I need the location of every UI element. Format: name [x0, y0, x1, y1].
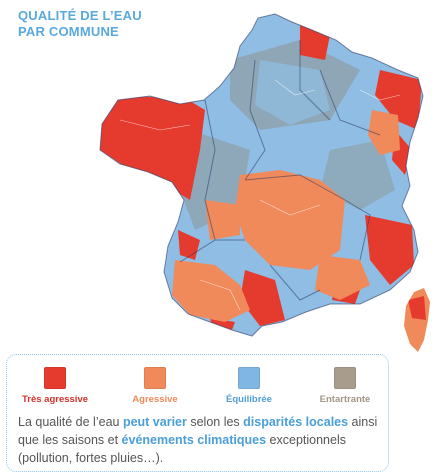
mainland-france: [100, 14, 423, 336]
legend-swatch-agressive: [144, 367, 166, 389]
france-water-quality-map: [99, 13, 430, 352]
caption-part-1: La qualité de l’eau: [18, 415, 123, 429]
legend: Très agressive Agressive Équilibrée Enta…: [7, 367, 390, 417]
caption-highlight-1: peut varier: [122, 415, 187, 429]
caption-part-3: ainsi que les saisons et: [18, 415, 378, 447]
caption-highlight-2: disparités locales: [243, 415, 349, 429]
legend-panel: Très agressive Agressive Équilibrée Enta…: [6, 354, 389, 472]
legend-item-entartrante: Entartrante: [299, 367, 391, 405]
legend-item-equilibree: Équilibrée: [203, 367, 295, 405]
legend-swatch-tres-agressive: [44, 367, 66, 389]
caption-text: La qualité de l’eau peut varier selon le…: [18, 413, 380, 467]
caption-part-4: exceptionnels (pollution, fortes pluies……: [18, 433, 346, 465]
legend-item-tres-agressive: Très agressive: [9, 367, 101, 405]
map-title-line-1: QUALITÉ DE L’EAU: [18, 8, 142, 23]
caption-part-2: selon les: [186, 415, 244, 429]
france-outline: [99, 13, 424, 337]
caption-highlight-3: événements climatiques: [121, 433, 267, 447]
legend-swatch-entartrante: [334, 367, 356, 389]
map-title: QUALITÉ DE L’EAU PAR COMMUNE: [18, 8, 178, 40]
legend-swatch-equilibree: [238, 367, 260, 389]
legend-label-equilibree: Équilibrée: [226, 394, 272, 405]
legend-label-tres-agressive: Très agressive: [21, 394, 89, 405]
legend-label-entartrante: Entartrante: [319, 394, 371, 405]
corsica: [404, 288, 430, 352]
legend-label-agressive: Agressive: [132, 394, 178, 405]
map-title-line-2: PAR COMMUNE: [18, 24, 119, 39]
legend-item-agressive: Agressive: [109, 367, 201, 405]
